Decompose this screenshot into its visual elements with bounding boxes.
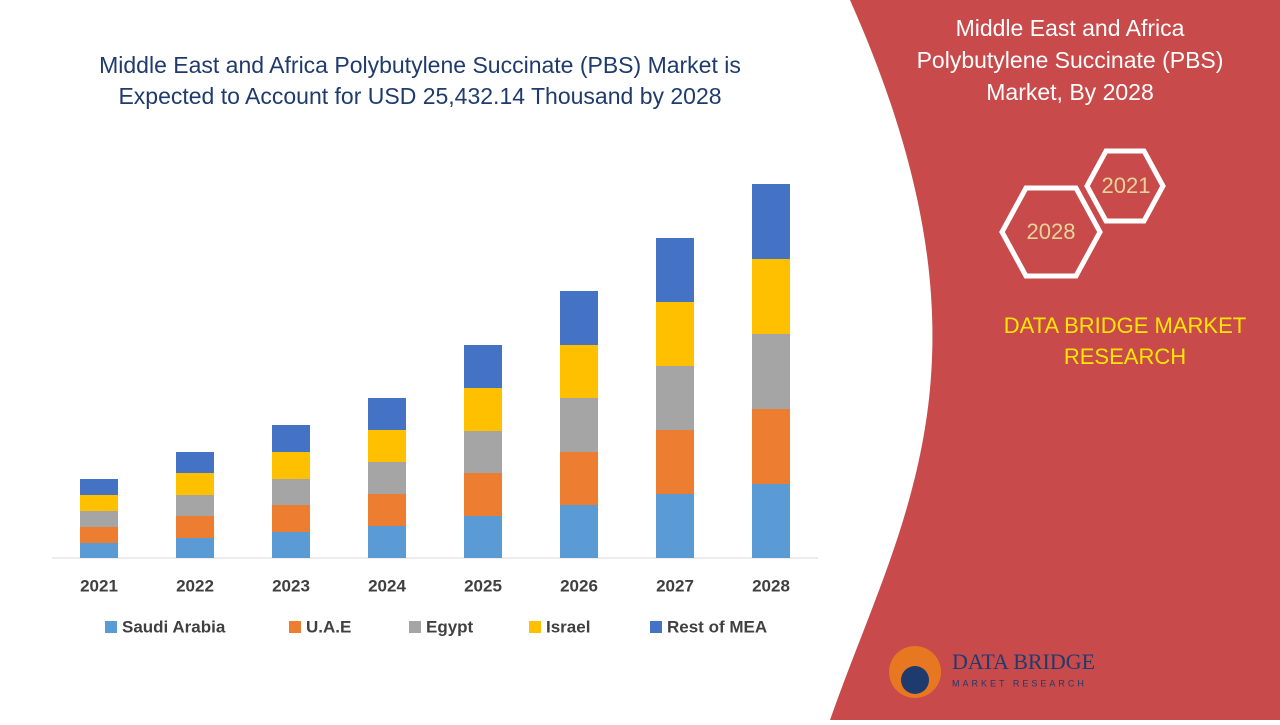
bar-segment bbox=[80, 495, 118, 511]
bar-segment bbox=[464, 516, 502, 558]
x-tick-label: 2023 bbox=[272, 576, 310, 595]
bar-segment bbox=[80, 527, 118, 543]
bar-segment bbox=[176, 516, 214, 538]
bar-segment bbox=[752, 484, 790, 558]
hex-label: 2028 bbox=[1027, 219, 1076, 244]
legend-label: Israel bbox=[546, 617, 590, 636]
bar-segment bbox=[368, 430, 406, 462]
bar-segment bbox=[752, 334, 790, 409]
x-tick-label: 2028 bbox=[752, 576, 790, 595]
bar-segment bbox=[560, 505, 598, 558]
bar-segment bbox=[368, 462, 406, 494]
logo-name: DATA BRIDGE bbox=[952, 649, 1095, 674]
bar-segment bbox=[656, 494, 694, 558]
legend-swatch bbox=[409, 621, 421, 633]
bar-segment bbox=[80, 479, 118, 495]
bar-segment bbox=[272, 532, 310, 558]
bar-segment bbox=[80, 511, 118, 527]
x-tick-label: 2026 bbox=[560, 576, 598, 595]
legend-swatch bbox=[650, 621, 662, 633]
hexagon bbox=[1084, 148, 1166, 224]
bar-segment bbox=[752, 184, 790, 259]
hex-label: 2021 bbox=[1102, 173, 1151, 198]
x-tick-label: 2021 bbox=[80, 576, 118, 595]
bar-segment bbox=[560, 452, 598, 505]
x-tick-label: 2027 bbox=[656, 576, 694, 595]
x-tick-label: 2025 bbox=[464, 576, 502, 595]
logo-sub: MARKET RESEARCH bbox=[952, 678, 1087, 688]
panel-title-box: Middle East and Africa Polybutylene Succ… bbox=[916, 15, 1224, 105]
bar-segment bbox=[176, 473, 214, 495]
brand-box: DATA BRIDGE MARKET RESEARCH bbox=[1003, 313, 1247, 369]
bar-segment bbox=[656, 430, 694, 494]
chart-title: Middle East and Africa Polybutylene Succ… bbox=[99, 52, 741, 109]
bar-segment bbox=[272, 452, 310, 479]
bar-segment bbox=[560, 345, 598, 398]
bar-segment bbox=[656, 238, 694, 302]
bar-segment bbox=[368, 494, 406, 526]
panel-title: Middle East and Africa Polybutylene Succ… bbox=[916, 15, 1224, 105]
side-panel bbox=[830, 0, 1280, 720]
bar-segment bbox=[464, 345, 502, 388]
bar-segment bbox=[80, 543, 118, 558]
hexagon bbox=[999, 185, 1103, 279]
legend-label: Rest of MEA bbox=[667, 617, 767, 636]
title-box: Middle East and Africa Polybutylene Succ… bbox=[99, 52, 741, 109]
x-tick-label: 2024 bbox=[368, 576, 406, 595]
legend-swatch bbox=[529, 621, 541, 633]
legend-label: Egypt bbox=[426, 617, 474, 636]
legend-label: U.A.E bbox=[306, 617, 351, 636]
bar-segment bbox=[368, 398, 406, 430]
bar-segment bbox=[560, 398, 598, 452]
bar-segment bbox=[272, 425, 310, 452]
bar-segment bbox=[464, 431, 502, 473]
bar-segment bbox=[272, 479, 310, 505]
bar-segment bbox=[464, 473, 502, 516]
bar-segment bbox=[176, 452, 214, 473]
bar-segment bbox=[560, 291, 598, 345]
legend-swatch bbox=[105, 621, 117, 633]
bar-segment bbox=[656, 366, 694, 430]
bar-segment bbox=[176, 495, 214, 516]
bar-segment bbox=[656, 302, 694, 366]
bar-segment bbox=[368, 526, 406, 558]
legend-swatch bbox=[289, 621, 301, 633]
x-tick-label: 2022 bbox=[176, 576, 214, 595]
legend-label: Saudi Arabia bbox=[122, 617, 226, 636]
bar-segment bbox=[752, 409, 790, 484]
brand: DATA BRIDGE MARKET RESEARCH bbox=[1003, 313, 1247, 369]
bar-segment bbox=[752, 259, 790, 334]
logo-icon bbox=[901, 666, 929, 694]
bar-segment bbox=[176, 538, 214, 558]
bar-segment bbox=[464, 388, 502, 431]
bar-segment bbox=[272, 505, 310, 532]
